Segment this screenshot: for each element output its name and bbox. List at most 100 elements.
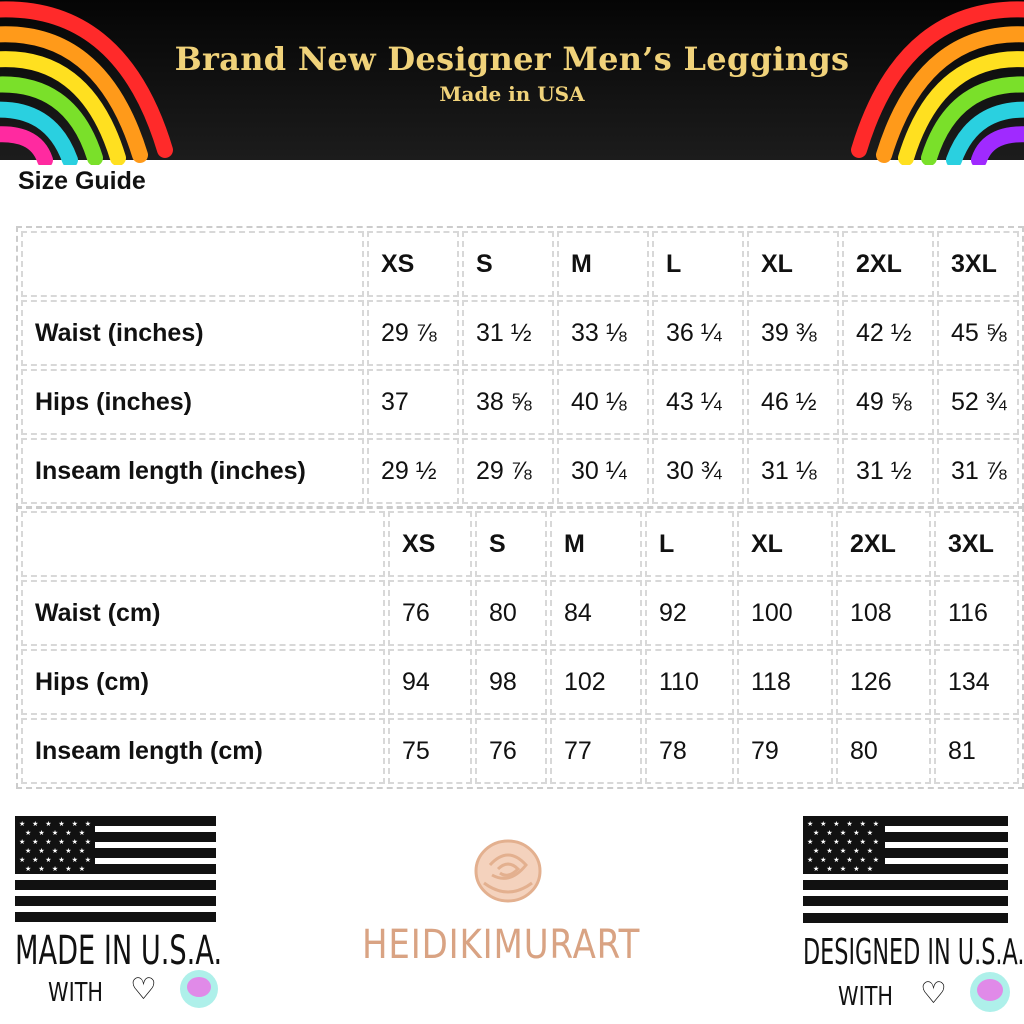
rainbow-left-decoration	[0, 1, 173, 165]
empty-header-cell	[21, 511, 385, 577]
svg-text:★ ★ ★ ★ ★: ★ ★ ★ ★ ★	[25, 865, 85, 873]
rose-badge-icon	[970, 972, 1010, 1012]
svg-text:★ ★ ★ ★ ★ ★: ★ ★ ★ ★ ★ ★	[807, 820, 879, 828]
cell: 42 ½	[842, 300, 934, 366]
row-label: Hips (cm)	[21, 649, 385, 715]
cell: 31 ½	[462, 300, 554, 366]
header-banner: Brand New Designer Men’s Leggings Made i…	[0, 0, 1024, 165]
size-header: L	[652, 231, 744, 297]
cell: 78	[645, 718, 734, 784]
heart-icon: ♡	[920, 977, 947, 1010]
cell: 31 ⅛	[747, 438, 839, 504]
table-header-row: XS S M L XL 2XL 3XL	[21, 231, 1019, 297]
cell: 37	[367, 369, 459, 435]
cell: 84	[550, 580, 642, 646]
svg-text:★ ★ ★ ★ ★: ★ ★ ★ ★ ★	[25, 847, 85, 855]
size-header: S	[475, 511, 547, 577]
svg-text:★ ★ ★ ★ ★ ★: ★ ★ ★ ★ ★ ★	[19, 838, 91, 846]
svg-text:★ ★ ★ ★ ★ ★: ★ ★ ★ ★ ★ ★	[807, 856, 879, 864]
cell: 39 ⅜	[747, 300, 839, 366]
size-header: 2XL	[842, 231, 934, 297]
table-row: Hips (cm) 94 98 102 110 118 126 134	[21, 649, 1019, 715]
cell: 31 ⅞	[937, 438, 1019, 504]
size-header: L	[645, 511, 734, 577]
svg-text:★ ★ ★ ★ ★ ★: ★ ★ ★ ★ ★ ★	[19, 820, 91, 828]
size-header: 2XL	[836, 511, 931, 577]
cell: 116	[934, 580, 1019, 646]
svg-text:★ ★ ★ ★ ★: ★ ★ ★ ★ ★	[25, 829, 85, 837]
made-in-usa-text: MADE IN U.S.A.	[15, 928, 223, 974]
cell: 118	[737, 649, 833, 715]
cell: 29 ½	[367, 438, 459, 504]
cell: 40 ⅛	[557, 369, 649, 435]
with-text: WITH	[48, 978, 104, 1008]
us-flag-icon: ★ ★ ★ ★ ★ ★★ ★ ★ ★ ★★ ★ ★ ★ ★ ★★ ★ ★ ★ ★…	[803, 816, 1008, 923]
cell: 29 ⅞	[367, 300, 459, 366]
row-label: Waist (inches)	[21, 300, 364, 366]
cell: 98	[475, 649, 547, 715]
cell: 33 ⅛	[557, 300, 649, 366]
cell: 79	[737, 718, 833, 784]
empty-header-cell	[21, 231, 364, 297]
svg-text:★ ★ ★ ★ ★ ★: ★ ★ ★ ★ ★ ★	[807, 838, 879, 846]
page-title: Brand New Designer Men’s Leggings	[174, 40, 850, 78]
size-header: S	[462, 231, 554, 297]
cell: 30 ¼	[557, 438, 649, 504]
brand-logo-text: HEIDIKIMURART	[362, 922, 641, 968]
size-header: XL	[737, 511, 833, 577]
cell: 80	[836, 718, 931, 784]
size-header: XL	[747, 231, 839, 297]
size-header: 3XL	[934, 511, 1019, 577]
size-guide-heading: Size Guide	[18, 167, 146, 195]
size-header: XS	[367, 231, 459, 297]
cell: 81	[934, 718, 1019, 784]
cell: 134	[934, 649, 1019, 715]
svg-text:★ ★ ★ ★ ★: ★ ★ ★ ★ ★	[813, 865, 873, 873]
size-header: XS	[388, 511, 472, 577]
cell: 36 ¼	[652, 300, 744, 366]
rose-badge-icon	[180, 970, 218, 1008]
cell: 52 ¾	[937, 369, 1019, 435]
cell: 77	[550, 718, 642, 784]
cell: 49 ⅝	[842, 369, 934, 435]
cell: 80	[475, 580, 547, 646]
cell: 43 ¼	[652, 369, 744, 435]
table-row: Inseam length (cm) 75 76 77 78 79 80 81	[21, 718, 1019, 784]
cell: 76	[388, 580, 472, 646]
rose-logo-icon	[474, 839, 542, 903]
row-label: Inseam length (inches)	[21, 438, 364, 504]
svg-text:★ ★ ★ ★ ★ ★: ★ ★ ★ ★ ★ ★	[19, 856, 91, 864]
cell: 94	[388, 649, 472, 715]
size-header: 3XL	[937, 231, 1019, 297]
cell: 100	[737, 580, 833, 646]
table-row: Inseam length (inches) 29 ½ 29 ⅞ 30 ¼ 30…	[21, 438, 1019, 504]
cell: 30 ¾	[652, 438, 744, 504]
cell: 110	[645, 649, 734, 715]
cell: 92	[645, 580, 734, 646]
cell: 102	[550, 649, 642, 715]
row-label: Waist (cm)	[21, 580, 385, 646]
cell: 76	[475, 718, 547, 784]
row-label: Hips (inches)	[21, 369, 364, 435]
cell: 108	[836, 580, 931, 646]
designed-in-usa-text: DESIGNED IN U.S.A.	[803, 932, 1024, 973]
cell: 29 ⅞	[462, 438, 554, 504]
table-row: Waist (inches) 29 ⅞ 31 ½ 33 ⅛ 36 ¼ 39 ⅜ …	[21, 300, 1019, 366]
table-header-row: XS S M L XL 2XL 3XL	[21, 511, 1019, 577]
cell: 126	[836, 649, 931, 715]
size-table-cm: XS S M L XL 2XL 3XL Waist (cm) 76 80 84 …	[16, 506, 1024, 789]
rainbow-right-decoration	[851, 1, 1024, 165]
heart-icon: ♡	[130, 973, 157, 1006]
size-header: M	[550, 511, 642, 577]
cell: 45 ⅝	[937, 300, 1019, 366]
us-flag-icon: ★ ★ ★ ★ ★ ★★ ★ ★ ★ ★★ ★ ★ ★ ★ ★★ ★ ★ ★ ★…	[15, 816, 216, 922]
cell: 75	[388, 718, 472, 784]
cell: 38 ⅝	[462, 369, 554, 435]
with-text: WITH	[838, 982, 894, 1012]
cell: 46 ½	[747, 369, 839, 435]
table-row: Waist (cm) 76 80 84 92 100 108 116	[21, 580, 1019, 646]
svg-text:★ ★ ★ ★ ★: ★ ★ ★ ★ ★	[813, 847, 873, 855]
svg-text:★ ★ ★ ★ ★: ★ ★ ★ ★ ★	[813, 829, 873, 837]
page-subtitle: Made in USA	[439, 82, 585, 106]
table-row: Hips (inches) 37 38 ⅝ 40 ⅛ 43 ¼ 46 ½ 49 …	[21, 369, 1019, 435]
